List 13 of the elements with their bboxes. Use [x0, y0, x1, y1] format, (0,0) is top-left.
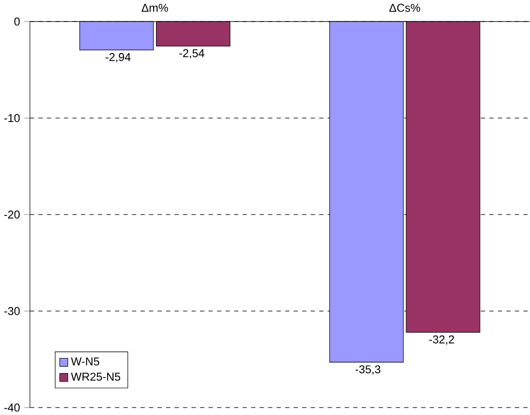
legend-label: W-N5	[70, 357, 100, 366]
x-tick-label: Δm%	[142, 4, 168, 12]
data-label: -35,3	[355, 365, 380, 375]
y-tick-label: -40	[4, 403, 20, 412]
data-label: -2,54	[179, 49, 204, 58]
legend-label: WR25-N5	[70, 372, 120, 381]
data-label: -32,2	[429, 335, 454, 345]
x-tick-label: ΔCs%	[389, 4, 420, 12]
y-tick-label: -20	[4, 210, 20, 218]
data-label: -2,94	[106, 52, 131, 62]
y-tick-label: 0	[14, 17, 20, 26]
y-tick-label: -30	[4, 306, 20, 315]
y-tick-label: -10	[4, 114, 20, 122]
